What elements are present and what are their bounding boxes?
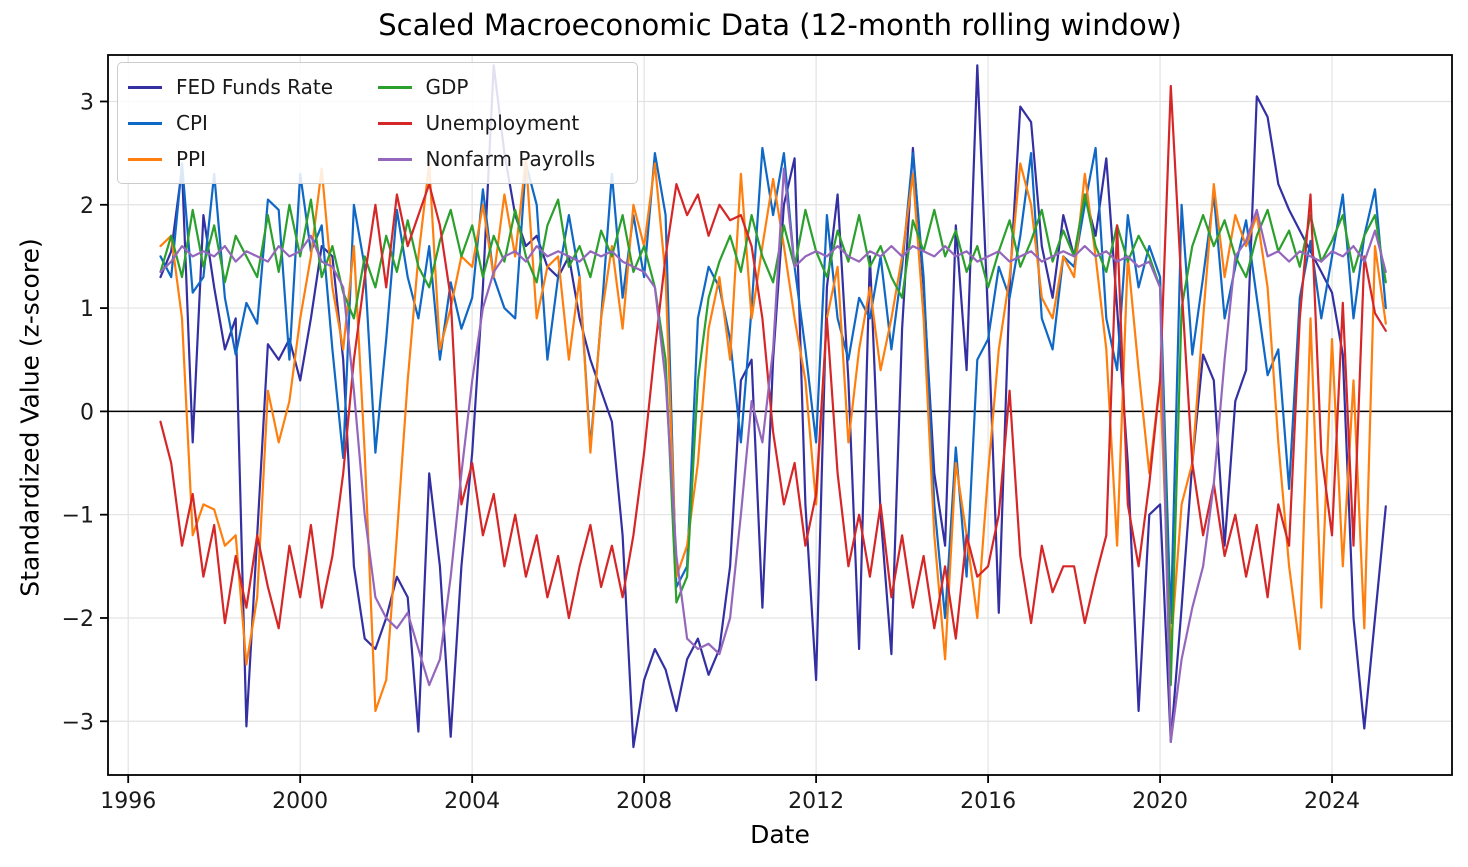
legend-swatch-ppi-icon [128,157,162,161]
chart-title: Scaled Macroeconomic Data (12-month roll… [378,8,1182,42]
series-line-3 [159,193,1387,687]
legend-column-1: FED Funds Rate CPI PPI [128,69,378,177]
series-line-1 [159,146,1387,625]
y-tick-label: −3 [62,710,94,735]
x-axis-label: Date [750,820,810,849]
legend-swatch-nonfarm-payrolls-icon [377,157,412,161]
x-tick-label: 2020 [1132,789,1188,814]
x-tick-label: 1996 [100,789,156,814]
y-tick-label: 3 [80,90,94,115]
legend-label: Nonfarm Payrolls [425,147,596,171]
legend-item-fed-funds-rate: FED Funds Rate [128,71,378,104]
axes-frame [107,54,1453,776]
legend-swatch-gdp-icon [377,85,412,89]
legend-item-ppi: PPI [128,143,378,176]
y-tick-label: 2 [80,194,94,219]
legend-item-gdp: GDP [377,71,628,104]
y-tick-label: 0 [80,400,94,425]
legend-label: PPI [176,147,207,171]
y-tick-label: −2 [62,607,94,632]
y-tick-label: −1 [62,504,94,529]
x-tick-label: 2024 [1304,789,1360,814]
x-tick-label: 2012 [788,789,844,814]
series-line-4 [159,84,1387,640]
legend-label: GDP [425,75,469,99]
legend-swatch-cpi-icon [128,121,162,125]
x-tick-label: 2016 [960,789,1016,814]
y-tick-label: 1 [80,297,94,322]
x-tick-label: 2008 [616,789,672,814]
legend: FED Funds Rate CPI PPI GDP Unemployment [117,62,638,184]
legend-swatch-unemployment-icon [377,121,412,125]
legend-label: CPI [176,111,208,135]
series-line-5 [159,167,1387,744]
legend-item-unemployment: Unemployment [377,107,628,140]
legend-item-cpi: CPI [128,107,378,140]
legend-swatch-fed-funds-rate-icon [128,85,162,89]
legend-label: FED Funds Rate [176,75,333,99]
legend-label: Unemployment [425,111,580,135]
legend-item-nonfarm-payrolls: Nonfarm Payrolls [377,143,628,176]
series-line-0 [159,64,1387,749]
series-line-2 [159,157,1387,713]
y-axis-label: Standardized Value (z-score) [15,238,45,597]
x-tick-label: 2004 [444,789,500,814]
x-tick-label: 2000 [272,789,328,814]
legend-column-2: GDP Unemployment Nonfarm Payrolls [377,69,628,177]
